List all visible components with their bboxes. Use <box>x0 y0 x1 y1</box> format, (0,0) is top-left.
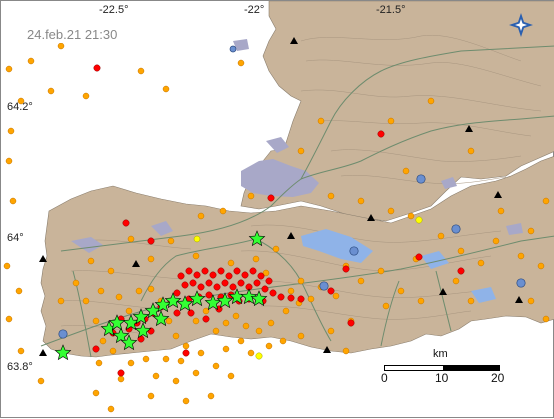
large-quake-star-marker <box>134 322 152 339</box>
quake-recent-layer <box>92 64 465 377</box>
scale-tick-20: 20 <box>491 371 505 385</box>
large-quake-star-marker <box>188 290 206 307</box>
large-quake-star-marker <box>216 292 234 309</box>
lat-label-1: 64.2° <box>7 101 33 113</box>
large-quake-star-marker <box>248 230 266 247</box>
large-quake-star-marker <box>108 314 126 331</box>
compass-star-icon[interactable] <box>507 11 535 39</box>
scale-tick-10: 10 <box>435 371 449 385</box>
timestamp-label: 24.feb.21 21:30 <box>25 27 120 43</box>
land-north <box>240 1 554 222</box>
large-quake-star-marker <box>250 290 268 307</box>
urban-layer <box>71 39 523 253</box>
large-quake-star-marker <box>176 295 194 312</box>
lat-label-2: 64° <box>7 232 24 244</box>
lat-label-3: 63.8° <box>7 361 33 373</box>
station-triangle-layer <box>39 37 523 356</box>
station-circle-layer <box>58 45 526 339</box>
large-quake-star-marker <box>120 334 138 351</box>
large-quake-star-marker <box>112 327 130 344</box>
large-quake-star-marker <box>132 308 150 325</box>
large-quake-star-marker <box>152 310 170 327</box>
scale-tick-0: 0 <box>381 371 388 385</box>
lon-label-1: -22.5° <box>99 4 129 16</box>
large-quake-star-marker <box>164 292 182 309</box>
lon-label-3: -21.5° <box>376 4 406 16</box>
large-quake-star-marker <box>204 294 222 311</box>
large-quake-star-marker <box>154 296 172 313</box>
scale-bar <box>384 365 500 371</box>
scale-unit-label: km <box>433 348 448 360</box>
large-quake-star-marker <box>54 344 72 361</box>
quake-large-layer <box>54 230 268 361</box>
large-quake-star-marker <box>240 288 258 305</box>
quake-older-layer <box>3 42 550 413</box>
quake-mid-layer <box>193 216 423 360</box>
lon-label-2: -22° <box>244 4 265 16</box>
